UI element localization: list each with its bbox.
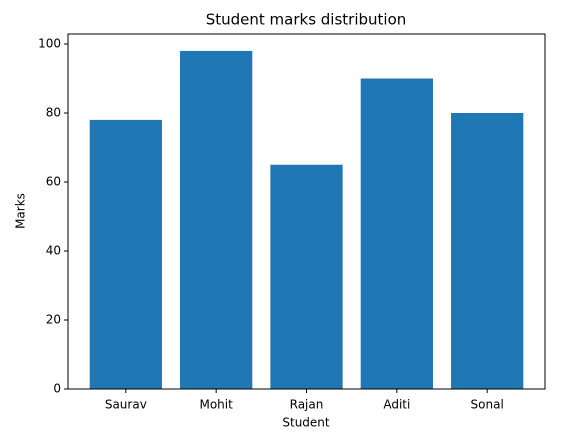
y-tick-label: 60 xyxy=(46,175,61,189)
y-tick-label: 80 xyxy=(46,106,61,120)
y-axis-label: Marks xyxy=(14,193,28,229)
bar xyxy=(89,119,162,389)
y-tick-label: 0 xyxy=(53,382,61,396)
x-tick-label: Mohit xyxy=(199,398,233,412)
y-tick-label: 40 xyxy=(46,244,61,258)
bar xyxy=(180,50,253,390)
x-axis-label: Student xyxy=(282,416,330,430)
chart-title: Student marks distribution xyxy=(206,11,407,29)
y-tick-label: 20 xyxy=(46,313,61,327)
x-tick-label: Rajan xyxy=(290,398,324,412)
x-tick-label: Sonal xyxy=(471,398,504,412)
x-tick-label: Aditi xyxy=(383,398,410,412)
bar xyxy=(451,113,524,389)
y-tick-label: 100 xyxy=(38,37,61,51)
bar xyxy=(360,78,433,390)
x-tick-label: Saurav xyxy=(105,398,147,412)
plot-frame xyxy=(67,33,546,390)
bar xyxy=(270,164,343,389)
